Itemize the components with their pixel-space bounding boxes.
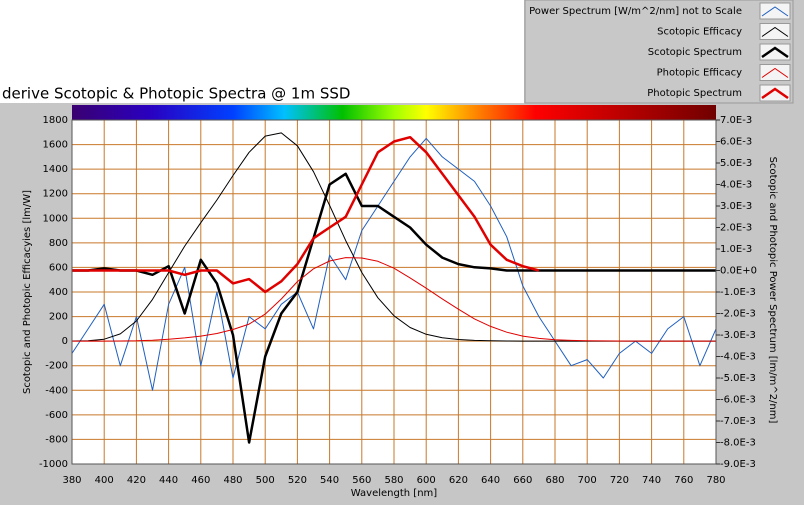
y2-tick-label: 0.0E+0: [720, 266, 757, 277]
x-tick-label: 520: [288, 475, 307, 486]
x-tick-label: 680: [545, 475, 564, 486]
legend-label: Photopic Spectrum: [647, 88, 742, 99]
y2-tick-label: 4.0E-3: [720, 180, 752, 191]
y2-tick-label: -8.0E-3: [720, 438, 756, 449]
x-tick-label: 540: [320, 475, 339, 486]
x-tick-label: 700: [578, 475, 597, 486]
legend-label: Scotopic Efficacy: [657, 27, 742, 38]
series-line: [72, 172, 716, 444]
y-tick-label: 1200: [43, 189, 68, 200]
y-tick-label: -1000: [39, 459, 68, 470]
y2-tick-label: -4.0E-3: [720, 352, 756, 363]
y2-tick-label: 7.0E-3: [720, 115, 752, 126]
y-tick-label: 1600: [43, 140, 68, 151]
y-tick-label: -400: [45, 385, 68, 396]
y2-tick-label: -9.0E-3: [720, 459, 756, 470]
y-tick-label: 1000: [43, 213, 68, 224]
lines: [71, 132, 717, 444]
y2-tick-label: 2.0E-3: [720, 223, 752, 234]
legend-swatch: [761, 26, 789, 37]
series-line: [72, 135, 540, 294]
legend-label: Photopic Efficacy: [657, 68, 742, 79]
y2-tick-label: -1.0E-3: [720, 287, 756, 298]
x-tick-label: 440: [159, 475, 178, 486]
y-tick-label: -200: [45, 361, 68, 372]
x-tick-label: 720: [610, 475, 629, 486]
y-tick-label: 1800: [43, 115, 68, 126]
legend-label: Power Spectrum [W/m^2/nm] not to Scale: [529, 6, 742, 17]
y-axis-label: Scotopic and Photopic Efficacyies [lm/W]: [22, 190, 33, 394]
legend-label: Scotopic Spectrum: [648, 47, 742, 58]
x-axis-label: Wavelength [nm]: [351, 488, 437, 499]
legend-swatch-box: [759, 43, 791, 61]
x-tick-label: 480: [223, 475, 242, 486]
x-tick-label: 640: [481, 475, 500, 486]
y-tick-label: 0: [62, 336, 68, 347]
y2-tick-label: 6.0E-3: [720, 137, 752, 148]
y-tick-label: 1400: [43, 164, 68, 175]
legend-swatch-box: [759, 2, 791, 20]
y2-tick-label: 3.0E-3: [720, 201, 752, 212]
x-tick-label: 740: [642, 475, 661, 486]
y2-tick-label: 5.0E-3: [720, 158, 752, 169]
legend-swatch: [761, 6, 789, 17]
y2-tick-label: 1.0E-3: [720, 244, 752, 255]
x-tick-label: 500: [256, 475, 275, 486]
x-tick-label: 780: [706, 475, 725, 486]
legend-swatch-box: [759, 84, 791, 102]
x-tick-label: 560: [352, 475, 371, 486]
x-tick-label: 420: [127, 475, 146, 486]
y2-tick-label: -2.0E-3: [720, 309, 756, 320]
x-tick-label: 460: [191, 475, 210, 486]
y2-axis-label: Scotopic and Photopic Power Spectrum [lm…: [767, 157, 778, 424]
y2-tick-label: -5.0E-3: [720, 373, 756, 384]
header-area: [0, 0, 524, 103]
x-tick-label: 760: [674, 475, 693, 486]
x-tick-label: 620: [449, 475, 468, 486]
x-tick-label: 600: [417, 475, 436, 486]
spectrum-bar: [72, 105, 716, 120]
y2-tick-label: -3.0E-3: [720, 330, 756, 341]
x-tick-label: 400: [95, 475, 114, 486]
y2-tick-label: -6.0E-3: [720, 395, 756, 406]
series-line: [72, 257, 716, 342]
y-tick-label: 800: [49, 238, 68, 249]
grid: [71, 119, 717, 465]
chart-title: derive Scotopic & Photopic Spectra @ 1m …: [2, 85, 350, 103]
x-tick-label: 580: [384, 475, 403, 486]
y-tick-label: -800: [45, 434, 68, 445]
legend-box: [524, 0, 794, 104]
x-tick-label: 380: [62, 475, 81, 486]
legend-swatch-box: [759, 64, 791, 81]
x-tick-label: 660: [513, 475, 532, 486]
y-tick-label: 600: [49, 262, 68, 273]
y-tick-label: 400: [49, 287, 68, 298]
y-tick-label: 200: [49, 312, 68, 323]
legend-swatch-box: [759, 23, 791, 40]
legend-swatch: [761, 46, 789, 59]
legend-swatch: [761, 87, 789, 100]
y2-tick-label: -7.0E-3: [720, 416, 756, 427]
y-tick-label: -600: [45, 410, 68, 421]
series-line: [71, 137, 717, 391]
legend-swatch: [761, 67, 789, 78]
